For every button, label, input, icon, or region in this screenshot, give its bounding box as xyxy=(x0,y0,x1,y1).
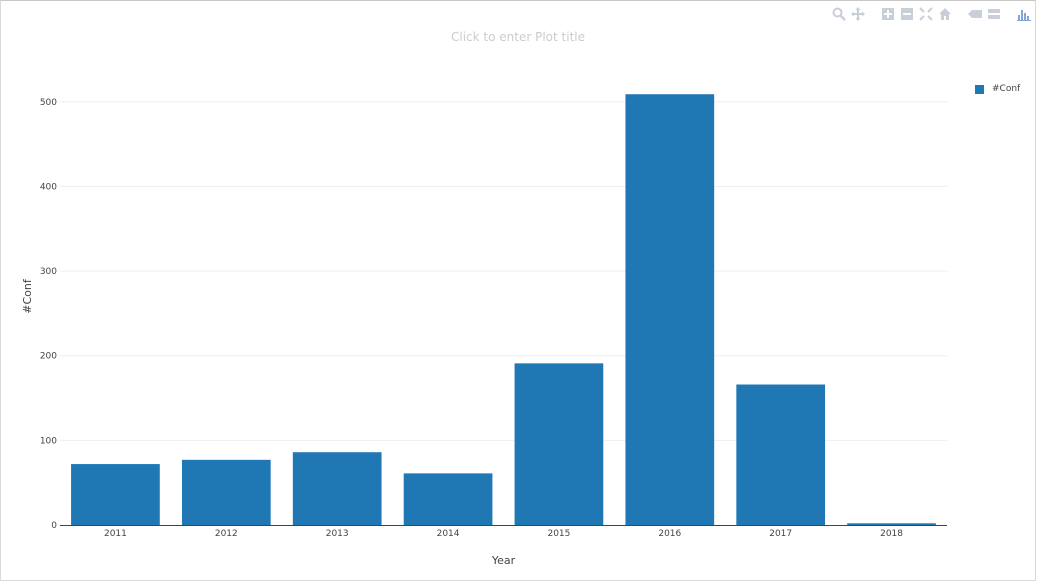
pan-icon[interactable] xyxy=(850,7,866,21)
hover-compare-icon[interactable] xyxy=(986,7,1002,21)
y-tick-label: 200 xyxy=(40,352,57,362)
x-tick-label: 2012 xyxy=(215,529,238,539)
x-tick-label: 2011 xyxy=(104,529,127,539)
hover-closest-icon[interactable] xyxy=(967,7,983,21)
bar-2016 xyxy=(625,94,715,526)
y-tick-label: 0 xyxy=(51,521,57,531)
legend-swatch xyxy=(975,84,984,94)
legend-label: #Conf xyxy=(992,84,1021,94)
zoom-out-icon[interactable] xyxy=(899,7,915,21)
y-tick-label: 500 xyxy=(40,98,57,108)
x-tick-label: 2015 xyxy=(547,529,570,539)
bar-2011 xyxy=(71,464,160,525)
bar-2013 xyxy=(292,452,382,525)
x-tick-label: 2014 xyxy=(437,529,460,539)
bar-2018 xyxy=(847,523,936,525)
autoscale-icon[interactable] xyxy=(918,7,934,21)
x-tick-label: 2013 xyxy=(326,529,349,539)
plotly-logo-icon[interactable] xyxy=(1016,7,1032,21)
bar-2012 xyxy=(181,459,271,525)
modebar xyxy=(831,7,1032,21)
bar-2014 xyxy=(403,473,493,525)
plot-title[interactable]: Click to enter Plot title xyxy=(451,30,585,44)
zoom-icon[interactable] xyxy=(831,7,847,21)
y-tick-label: 400 xyxy=(40,182,57,192)
x-tick-label: 2017 xyxy=(769,529,792,539)
y-tick-label: 100 xyxy=(40,436,57,446)
y-axis-title: #Conf xyxy=(21,278,34,314)
legend-item[interactable]: #Conf xyxy=(975,84,1020,94)
zoom-in-icon[interactable] xyxy=(880,7,896,21)
reset-axes-icon[interactable] xyxy=(937,7,953,21)
y-tick-label: 300 xyxy=(40,267,57,277)
x-axis-title: Year xyxy=(491,554,516,567)
bar-2017 xyxy=(736,384,826,525)
x-tick-label: 2018 xyxy=(880,529,903,539)
x-tick-label: 2016 xyxy=(658,529,681,539)
bar-2015 xyxy=(514,363,604,525)
